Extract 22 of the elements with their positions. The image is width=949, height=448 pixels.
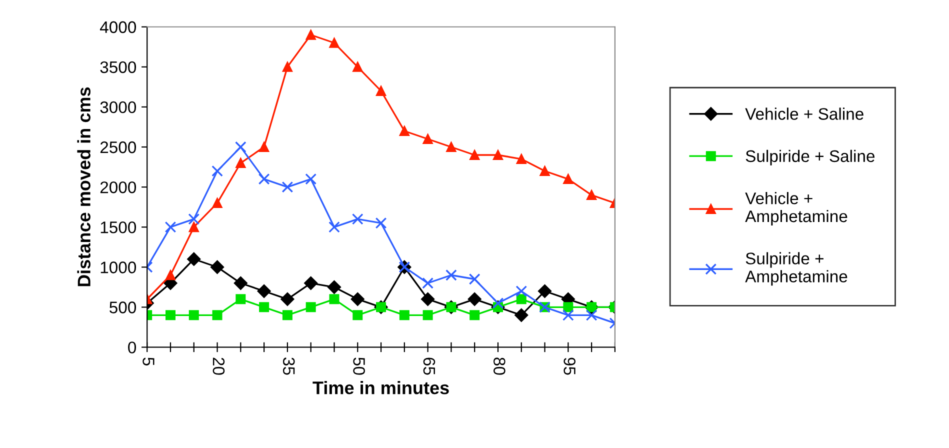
y-tick-label: 0 (128, 342, 136, 354)
y-tick-label: 2000 (100, 181, 136, 194)
x-tick-label: 35 (282, 358, 295, 375)
x-tick-label: 5 (142, 358, 154, 366)
y-axis-title: Distance moved in cms (77, 87, 90, 286)
y-tick-label: 500 (110, 302, 136, 314)
y-tick-label: 4000 (100, 21, 136, 34)
y-tick-label: 1000 (100, 262, 136, 274)
y-tick-label: 2500 (100, 141, 136, 154)
legend-label: Sulpiride + Amphetamine (745, 252, 848, 286)
x-axis-title: Time in minutes (312, 381, 449, 394)
x-tick-label: 50 (353, 358, 365, 375)
x-tick-label: 65 (423, 358, 436, 375)
x-tick-label: 20 (212, 358, 225, 375)
legend-label: Vehicle + Saline (745, 108, 864, 120)
y-tick-label: 3000 (100, 101, 136, 114)
y-tick-label: 1500 (100, 221, 136, 234)
legend-label: Sulpiride + Saline (746, 150, 875, 166)
x-tick-label: 95 (564, 358, 576, 375)
legend-label: Vehicle + Amphetamine (745, 192, 848, 226)
y-tick-label: 3500 (100, 61, 136, 74)
x-tick-label: 80 (494, 358, 506, 375)
